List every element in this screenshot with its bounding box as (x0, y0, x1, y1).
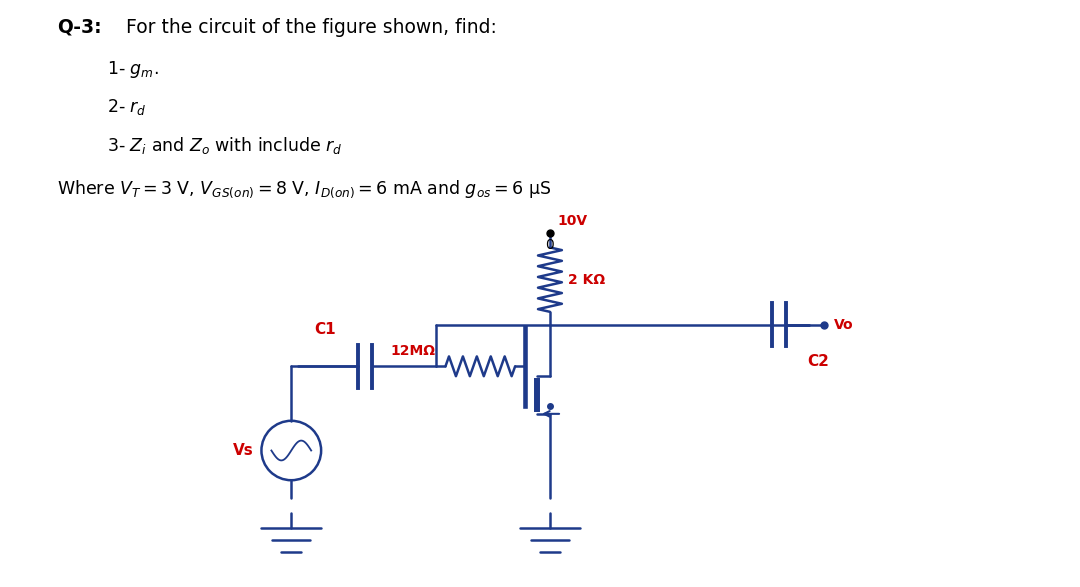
Text: 2 KΩ: 2 KΩ (568, 272, 605, 286)
Text: Where $V_T = 3$ V, $V_{GS(on)} = 8$ V, $I_{D(on)} = 6$ mA and $g_{os} = 6$ μS: Where $V_T = 3$ V, $V_{GS(on)} = 8$ V, $… (57, 178, 552, 200)
Text: Q-3:: Q-3: (57, 18, 103, 36)
Text: 3- $Z_i$ and $Z_o$ with include $r_d$: 3- $Z_i$ and $Z_o$ with include $r_d$ (107, 134, 342, 156)
Text: 10V: 10V (558, 214, 588, 228)
Text: 1- $g_m$.: 1- $g_m$. (107, 59, 159, 80)
Text: C2: C2 (808, 355, 829, 369)
Text: C1: C1 (314, 322, 336, 336)
Text: 2- $r_d$: 2- $r_d$ (107, 97, 147, 117)
Text: For the circuit of the figure shown, find:: For the circuit of the figure shown, fin… (120, 18, 497, 36)
Text: Vo: Vo (834, 318, 853, 332)
Text: 0: 0 (545, 238, 554, 252)
Text: 12MΩ: 12MΩ (391, 345, 435, 359)
Text: Vs: Vs (232, 443, 254, 458)
